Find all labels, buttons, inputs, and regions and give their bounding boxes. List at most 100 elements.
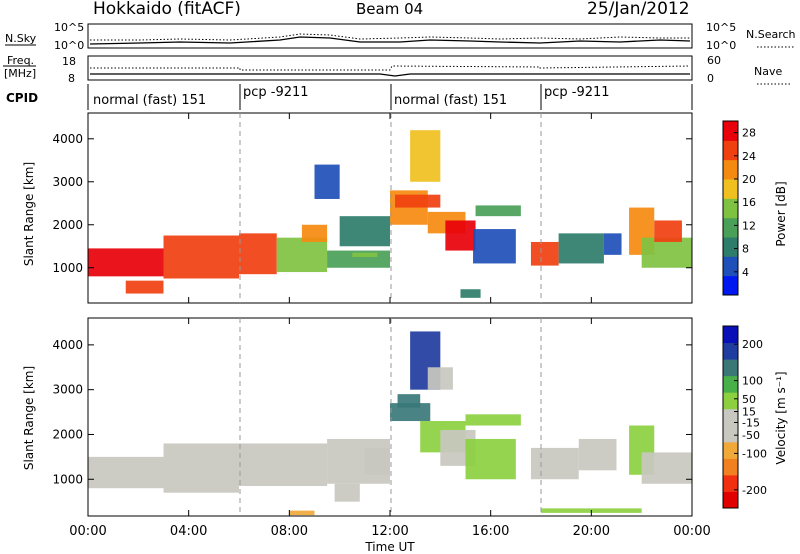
freq-panel: Freq. [MHz] 18 8 60 0 Nave xyxy=(3,54,790,85)
power-colorbar-swatch xyxy=(723,140,738,161)
velocity-y-axis-label: Slant Range [km] xyxy=(22,366,36,470)
velocity-cell xyxy=(364,447,390,475)
cpid-segment-1: normal (fast) 151 xyxy=(93,93,206,108)
power-colorbar-swatch xyxy=(723,275,738,296)
nsearch-label: N.Search xyxy=(746,28,796,41)
nave-tick-low: 0 xyxy=(707,72,714,85)
power-colorbar: 4 8 12 16 20 24 28 xyxy=(722,120,756,296)
velocity-colorbar-tick-label: -200 xyxy=(742,484,767,497)
velocity-y-tick-label: 3000 xyxy=(52,383,83,397)
time-tick-label: 12:00 xyxy=(371,524,408,539)
nsearch-tick-high: 10^5 xyxy=(706,21,736,34)
power-cell xyxy=(460,289,481,298)
power-cell xyxy=(163,235,239,279)
freq-tick-low: 8 xyxy=(68,72,75,85)
power-colorbar-swatch xyxy=(723,217,738,238)
power-y-tick-label: 4000 xyxy=(52,132,83,146)
velocity-colorbar-swatch xyxy=(723,375,738,393)
nsky-label: N.Sky xyxy=(5,32,37,45)
time-tick-label: 00:00 xyxy=(69,524,106,539)
power-cell xyxy=(473,229,516,264)
power-colorbar-tick-label: 8 xyxy=(742,243,749,256)
velocity-colorbar-tick-label: 100 xyxy=(742,375,763,388)
power-cell xyxy=(239,233,277,275)
velocity-cell xyxy=(397,394,421,408)
velocity-y-tick-label: 4000 xyxy=(52,338,83,352)
velocity-colorbar-tick-label: -15 xyxy=(742,416,760,429)
power-cell xyxy=(603,233,622,255)
nave-trace xyxy=(90,65,691,71)
velocity-cell xyxy=(390,403,431,422)
cpid-segment-2: pcp -9211 xyxy=(243,85,309,100)
velocity-y-tick-label: 1000 xyxy=(52,472,83,486)
velocity-colorbar-swatch xyxy=(723,326,738,344)
velocity-vlines xyxy=(239,318,542,516)
time-tick-label: 16:00 xyxy=(472,524,509,539)
power-cell xyxy=(276,237,328,273)
nsky-trace xyxy=(89,36,691,45)
site-title: Hokkaido (fitACF) xyxy=(93,0,241,19)
power-colorbar-tick-label: 20 xyxy=(742,173,756,186)
power-cell xyxy=(654,220,682,242)
power-cell xyxy=(88,248,164,277)
velocity-y-axis: 1000 2000 3000 4000 xyxy=(52,338,692,486)
power-cell xyxy=(125,280,164,294)
power-cell xyxy=(530,241,559,266)
power-cell xyxy=(301,224,328,242)
velocity-colorbar-swatch xyxy=(723,392,738,410)
power-colorbar-swatch xyxy=(723,159,738,180)
velocity-cell xyxy=(465,438,516,480)
velocity-panel: 1000 2000 3000 4000 00:00 04:00 08:00 12:00 16:… xyxy=(22,113,788,554)
power-colorbar-swatch xyxy=(723,179,738,199)
power-y-tick-label: 2000 xyxy=(52,218,83,232)
freq-trace xyxy=(90,73,690,77)
freq-label-line2: [MHz] xyxy=(4,67,36,80)
time-tick-label: 04:00 xyxy=(170,524,207,539)
velocity-cell xyxy=(465,414,521,426)
time-tick-label: 20:00 xyxy=(573,524,610,539)
velocity-colorbar-swatch xyxy=(723,458,738,476)
power-cell xyxy=(314,164,340,199)
velocity-cell xyxy=(289,510,315,516)
cpid-segment-4: pcp -9211 xyxy=(544,85,610,100)
power-colorbar-label: Power [dB] xyxy=(774,181,788,246)
power-vlines xyxy=(239,113,542,303)
power-y-tick-label: 3000 xyxy=(52,175,83,189)
nsky-panel: N.Sky 10^5 10^0 10^5 10^0 N.Search xyxy=(5,21,796,52)
power-colorbar-swatch xyxy=(723,121,738,141)
velocity-colorbar-tick-label: 15 xyxy=(742,406,756,419)
freq-tick-high: 18 xyxy=(62,55,76,68)
power-data xyxy=(88,130,692,298)
power-colorbar-tick-label: 4 xyxy=(742,266,749,279)
power-colorbar-swatch xyxy=(723,237,738,257)
velocity-cell xyxy=(334,483,360,502)
power-cell xyxy=(558,233,604,264)
velocity-data xyxy=(88,331,692,516)
velocity-colorbar-swatch xyxy=(723,408,738,426)
power-colorbar-tick-label: 24 xyxy=(742,150,756,163)
date-title: 25/Jan/2012 xyxy=(587,0,690,19)
velocity-colorbar-tick-label: 200 xyxy=(742,338,763,351)
power-colorbar-tick-label: 28 xyxy=(742,127,756,140)
nave-tick-high: 60 xyxy=(707,54,721,67)
power-cell xyxy=(352,252,378,258)
velocity-colorbar-frame xyxy=(722,325,739,509)
power-colorbar-swatch xyxy=(723,256,738,277)
time-tick-label: 08:00 xyxy=(271,524,308,539)
velocity-colorbar-tick-label: 50 xyxy=(742,393,756,406)
velocity-colorbar-tick-label: -100 xyxy=(742,447,767,460)
velocity-cell xyxy=(578,438,617,471)
power-y-tick-label: 1000 xyxy=(52,261,83,275)
power-y-axis: 1000 2000 3000 4000 xyxy=(52,132,692,275)
power-colorbar-swatch xyxy=(723,198,738,219)
velocity-cell xyxy=(239,443,328,486)
power-cell xyxy=(641,237,692,268)
power-cell xyxy=(395,194,441,208)
time-tick-label: 00:00 xyxy=(673,524,710,539)
cpid-segment-3: normal (fast) 151 xyxy=(394,93,507,108)
time-axis-label: Time UT xyxy=(364,540,415,554)
power-panel: 1000 2000 3000 4000 Slant Range [km] 4 8 12 16… xyxy=(22,112,788,304)
power-y-axis-label: Slant Range [km] xyxy=(22,162,36,266)
